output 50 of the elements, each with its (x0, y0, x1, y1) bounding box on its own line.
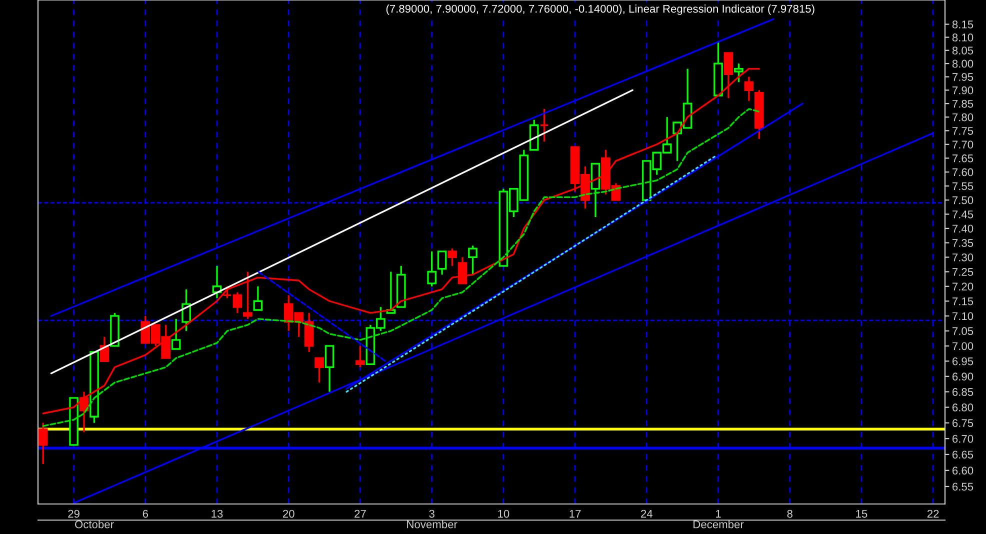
x-tick-label: 10 (498, 510, 510, 518)
x2-tick-label: December (694, 520, 744, 528)
x-tick-label: 15 (856, 510, 868, 518)
x-tick-label: 13 (212, 510, 223, 518)
y-tick-label: 8.05 (952, 46, 974, 54)
x-tick-label: 24 (641, 510, 652, 518)
y-tick-label: 7.80 (952, 113, 974, 122)
y-tick-label: 7.15 (952, 298, 974, 306)
y-tick-label: 8.15 (952, 20, 974, 28)
y-tick-label: 6.60 (952, 466, 974, 475)
x-tick-label: 17 (570, 510, 581, 518)
y-tick-label: 6.95 (952, 357, 974, 366)
chart-title: (7.89000, 7.90000, 7.72000, 7.76000, -0.14000), Linear Regression Indicator (7.97815) (386, 4, 814, 15)
y-tick-label: 7.75 (952, 127, 974, 135)
x-tick-label: 29 (68, 510, 80, 518)
y-tick-label: 7.85 (952, 100, 974, 108)
y-tick-label: 7.05 (952, 327, 974, 336)
x-tick-label: 20 (283, 510, 294, 518)
x-tick-label: 6 (142, 510, 148, 518)
x-tick-label: 8 (787, 510, 792, 518)
y-tick-label: 7.55 (952, 182, 974, 190)
y-tick-label: 7.95 (952, 73, 974, 81)
y-tick-label: 7.45 (952, 210, 974, 218)
x-tick-label: 27 (354, 510, 366, 518)
y-tick-label: 7.40 (952, 224, 974, 233)
x2-tick-label: November (407, 520, 458, 528)
x-tick-label: 22 (927, 510, 939, 518)
y-tick-label: 6.70 (952, 434, 974, 443)
y-tick-label: 6.55 (952, 482, 974, 491)
y-tick-label: 6.85 (952, 388, 974, 396)
y-tick-label: 7.70 (952, 140, 974, 149)
y-tick-label: 7.60 (952, 168, 974, 176)
x2-tick-label: October (75, 520, 114, 528)
y-tick-label: 7.50 (952, 196, 974, 204)
y-tick-label: 7.35 (952, 239, 974, 247)
y-tick-label: 7.20 (952, 282, 974, 291)
y-tick-label: 7.30 (952, 253, 974, 262)
y-tick-label: 8.10 (952, 34, 974, 42)
y-tick-label: 6.80 (952, 404, 974, 412)
y-tick-label: 8.00 (952, 60, 974, 68)
y-tick-label: 7.25 (952, 268, 974, 276)
y-tick-label: 6.65 (952, 450, 974, 459)
x-tick-label: 3 (429, 510, 434, 518)
x-tick-label: 1 (716, 510, 721, 518)
y-tick-label: 7.65 (952, 154, 974, 162)
y-tick-label: 7.10 (952, 312, 974, 320)
y-tick-label: 7.00 (952, 342, 974, 350)
y-tick-label: 6.90 (952, 372, 974, 381)
y-tick-label: 6.75 (952, 419, 974, 428)
y-tick-label: 7.90 (952, 86, 974, 94)
